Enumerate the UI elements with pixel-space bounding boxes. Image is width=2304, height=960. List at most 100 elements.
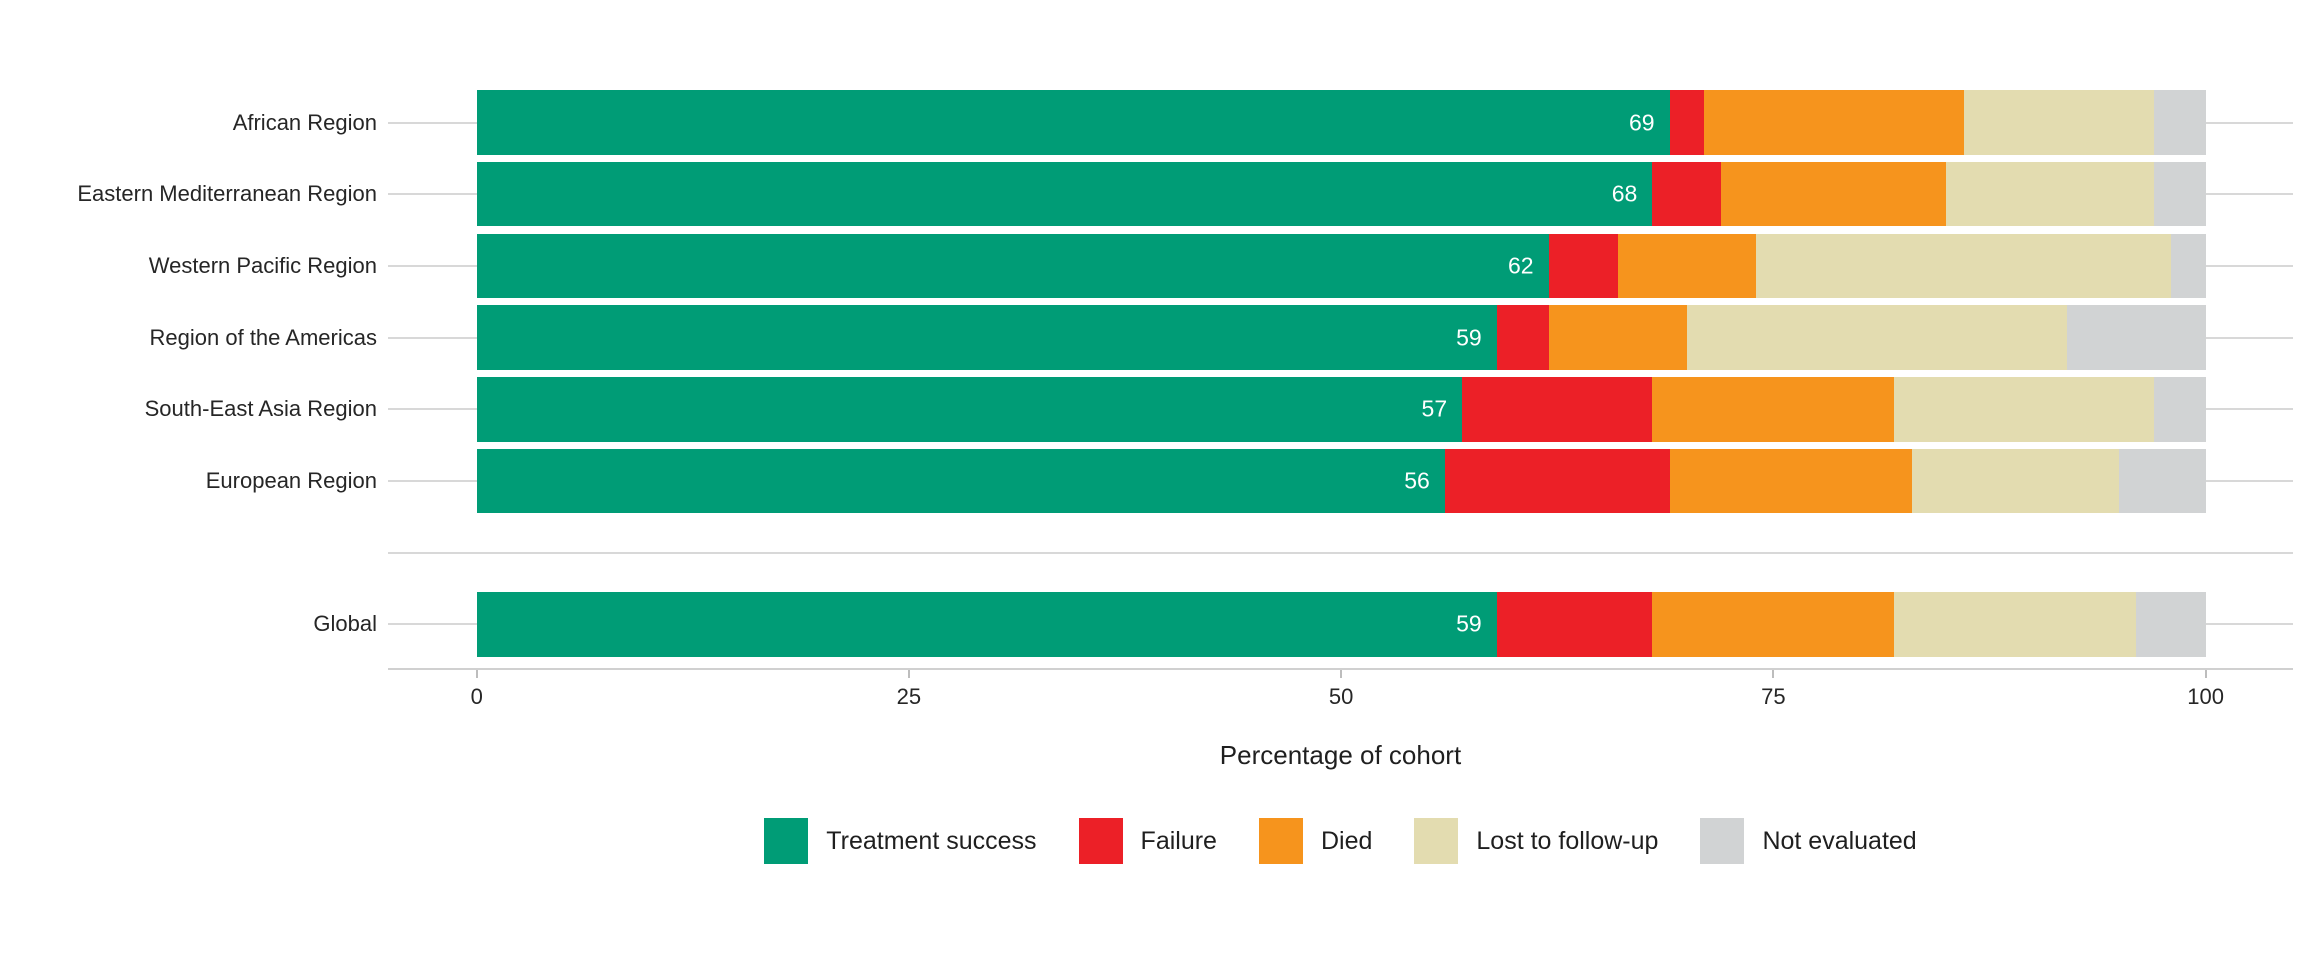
- category-label-global: Global: [313, 611, 377, 637]
- bar-value-label: 57: [1421, 395, 1448, 422]
- x-axis-tick-label: 100: [2187, 684, 2224, 709]
- leader-line-right: [2205, 480, 2293, 482]
- bar-african-region: 69: [476, 90, 2206, 155]
- bar-segment-not-evaluated: [2067, 305, 2206, 370]
- leader-line-right: [2205, 336, 2293, 339]
- leader-line-left: [388, 336, 477, 339]
- bar-segment-not-evaluated: [2170, 233, 2206, 299]
- category-label-south-east-asia-region: South-East Asia Region: [144, 396, 377, 422]
- leader-line-left: [388, 264, 477, 267]
- x-axis-tick: [1340, 669, 1343, 678]
- bar-value-label: 62: [1508, 252, 1534, 279]
- x-axis-tick-label: 50: [1328, 684, 1354, 709]
- bar-segment-lost-to-follow-up: [1946, 161, 2154, 227]
- bar-segment-died: [1669, 448, 1912, 514]
- bar-segment-died: [1721, 161, 1947, 227]
- bar-segment-died: [1652, 592, 1895, 657]
- leader-line-left: [388, 480, 477, 482]
- bar-region-of-the-americas: 59: [476, 305, 2206, 370]
- bar-segment-lost-to-follow-up: [1911, 448, 2120, 514]
- leader-line-left: [388, 408, 477, 411]
- bar-segment-lost-to-follow-up: [1686, 305, 2068, 370]
- legend-item-not-evaluated: Not evaluated: [1700, 818, 1917, 864]
- bar-segment-failure: [1548, 233, 1618, 299]
- x-axis-title: Percentage of cohort: [1219, 740, 1462, 770]
- bar-value-label: 69: [1629, 109, 1655, 135]
- bar-segment-not-evaluated: [2136, 592, 2206, 657]
- bar-segment-lost-to-follow-up: [1963, 90, 2154, 155]
- bar-segment-failure: [1444, 448, 1670, 514]
- legend-item-treatment-success: Treatment success: [764, 818, 1037, 864]
- bar-segment-failure: [1669, 90, 1705, 155]
- leader-line-left: [388, 121, 477, 124]
- legend-label: Not evaluated: [1762, 826, 1917, 855]
- bar-segment-died: [1704, 90, 1964, 155]
- bar-segment-lost-to-follow-up: [1894, 377, 2154, 442]
- bar-segment-died: [1652, 377, 1895, 442]
- bar-segment-treatment-success: 56: [476, 448, 1445, 514]
- leader-line-left: [388, 623, 477, 626]
- bar-value-label: 68: [1611, 180, 1638, 207]
- legend-swatch-failure-icon: [1078, 818, 1123, 864]
- x-axis-tick-label: 0: [470, 684, 483, 709]
- bar-segment-lost-to-follow-up: [1756, 233, 2171, 299]
- bar-segment-failure: [1652, 161, 1722, 227]
- x-axis-tick-label: 75: [1761, 684, 1786, 709]
- x-axis-tick: [2204, 669, 2207, 678]
- bar-segment-lost-to-follow-up: [1894, 592, 2137, 657]
- bar-segment-treatment-success: 62: [476, 233, 1549, 299]
- legend-swatch-not-evaluated-icon: [1700, 818, 1745, 864]
- legend-swatch-lost-to-follow-up-icon: [1414, 818, 1459, 864]
- bar-segment-failure: [1496, 305, 1549, 370]
- category-label-western-pacific-region: Western Pacific Region: [148, 252, 377, 278]
- leader-line-right: [2205, 121, 2293, 124]
- legend-item-died: Died: [1258, 818, 1373, 864]
- leader-line-left: [388, 193, 477, 196]
- bar-segment-treatment-success: 69: [476, 90, 1670, 155]
- bar-value-label: 59: [1456, 324, 1482, 351]
- legend-label: Lost to follow-up: [1476, 826, 1659, 855]
- bar-segment-treatment-success: 59: [476, 592, 1497, 657]
- x-axis-line: [388, 667, 2293, 670]
- bar-value-label: 59: [1456, 610, 1482, 637]
- bar-segment-treatment-success: 59: [476, 305, 1497, 370]
- category-label-african-region: African Region: [232, 109, 377, 135]
- legend-label: Treatment success: [826, 826, 1037, 855]
- bar-eastern-mediterranean-region: 68: [476, 161, 2206, 227]
- bar-segment-not-evaluated: [2119, 448, 2206, 514]
- category-label-european-region: European Region: [205, 468, 377, 493]
- legend-item-failure: Failure: [1078, 818, 1217, 864]
- leader-line-right: [2205, 193, 2293, 196]
- separator-line: [388, 551, 2293, 554]
- category-label-region-of-the-americas: Region of the Americas: [149, 324, 377, 350]
- x-axis-tick: [475, 669, 478, 678]
- leader-line-right: [2205, 623, 2293, 626]
- x-axis-tick: [907, 669, 910, 678]
- bar-segment-died: [1548, 305, 1687, 370]
- x-axis-tick-label: 25: [896, 684, 922, 709]
- legend-swatch-died-icon: [1258, 818, 1303, 864]
- x-axis-tick: [1772, 669, 1775, 678]
- legend-label: Failure: [1140, 826, 1217, 855]
- bar-western-pacific-region: 62: [476, 233, 2206, 299]
- bar-segment-not-evaluated: [2153, 161, 2206, 227]
- leader-line-right: [2205, 408, 2293, 411]
- bar-segment-failure: [1496, 592, 1653, 657]
- bar-segment-not-evaluated: [2153, 377, 2206, 442]
- bar-segment-died: [1617, 233, 1757, 299]
- legend-swatch-treatment-success-icon: [764, 818, 809, 864]
- category-label-eastern-mediterranean-region: Eastern Mediterranean Region: [77, 181, 377, 207]
- bar-value-label: 56: [1404, 467, 1430, 494]
- bar-segment-not-evaluated: [2153, 90, 2206, 155]
- bar-segment-failure: [1462, 377, 1653, 442]
- legend-item-lost-to-follow-up: Lost to follow-up: [1414, 818, 1658, 864]
- legend-label: Died: [1320, 826, 1373, 855]
- legend: Treatment success Failure Died Lost to foll…: [388, 818, 2293, 864]
- bar-segment-treatment-success: 68: [476, 161, 1653, 227]
- bar-european-region: 56: [476, 448, 2206, 514]
- leader-line-right: [2205, 264, 2293, 267]
- bar-global: 59: [476, 592, 2206, 657]
